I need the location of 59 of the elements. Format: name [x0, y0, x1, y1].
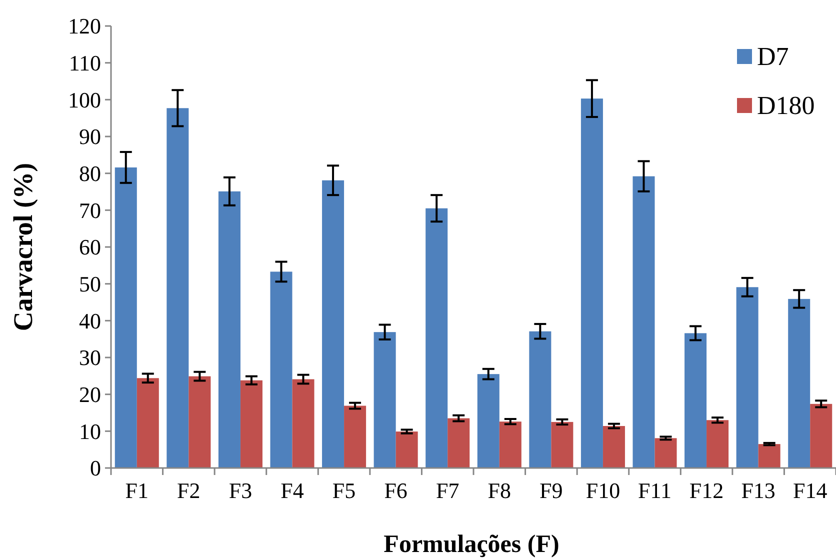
y-tick-label: 110: [68, 50, 101, 76]
y-tick-label: 40: [79, 308, 101, 334]
x-tick-label: F2: [177, 478, 200, 503]
bar: [529, 331, 552, 468]
y-tick-label: 100: [68, 87, 101, 112]
y-tick-label: 90: [79, 124, 101, 150]
bar: [374, 332, 396, 468]
bar: [632, 176, 655, 468]
bar: [684, 333, 707, 468]
legend-label: D7: [757, 42, 789, 72]
y-tick-label: 70: [79, 198, 101, 223]
y-axis-title: Carvacrol (%): [8, 162, 38, 332]
x-tick-label: F8: [488, 478, 512, 503]
bar: [136, 378, 159, 468]
bar: [270, 272, 292, 468]
x-tick-label: F4: [280, 478, 304, 503]
bar: [240, 380, 262, 468]
bar: [396, 432, 418, 468]
y-tick-label: 30: [79, 345, 101, 370]
y-tick-label: 10: [79, 418, 101, 444]
bar: [426, 208, 448, 468]
y-tick-label: 80: [79, 161, 101, 186]
y-tick-label: 50: [79, 272, 101, 297]
bar: [654, 438, 677, 468]
bar: [580, 98, 603, 468]
bar: [292, 379, 314, 468]
bar: [602, 426, 625, 468]
x-tick-label: F14: [792, 478, 828, 503]
bar: [218, 191, 240, 468]
bar: [788, 298, 810, 468]
y-tick-label: 0: [90, 456, 101, 481]
bar: [736, 287, 758, 468]
x-tick-label: F13: [741, 478, 776, 503]
y-tick-label: 120: [68, 14, 101, 39]
x-tick-label: F9: [540, 478, 563, 503]
bar: [810, 404, 832, 468]
legend-label: D180: [757, 91, 815, 120]
bar: [706, 420, 729, 468]
bar: [344, 406, 366, 468]
x-tick-label: F6: [384, 478, 408, 503]
y-tick-label: 60: [79, 234, 101, 260]
bar: [477, 374, 500, 468]
bar: [448, 418, 470, 468]
x-tick-label: F12: [689, 478, 724, 503]
bar: [758, 444, 780, 468]
bar: [188, 376, 211, 468]
x-axis-title: Formulações (F): [384, 531, 560, 558]
bar: [114, 167, 137, 468]
x-tick-label: F5: [332, 478, 356, 503]
bar: [322, 180, 344, 468]
bar: [166, 108, 189, 468]
x-tick-label: F11: [638, 478, 672, 503]
y-tick-label: 20: [79, 382, 101, 408]
x-tick-label: F3: [228, 478, 252, 503]
x-tick-label: F7: [436, 478, 460, 503]
bar: [499, 422, 522, 468]
x-tick-label: F1: [125, 478, 149, 503]
bar: [551, 422, 574, 468]
x-tick-label: F10: [586, 478, 620, 503]
